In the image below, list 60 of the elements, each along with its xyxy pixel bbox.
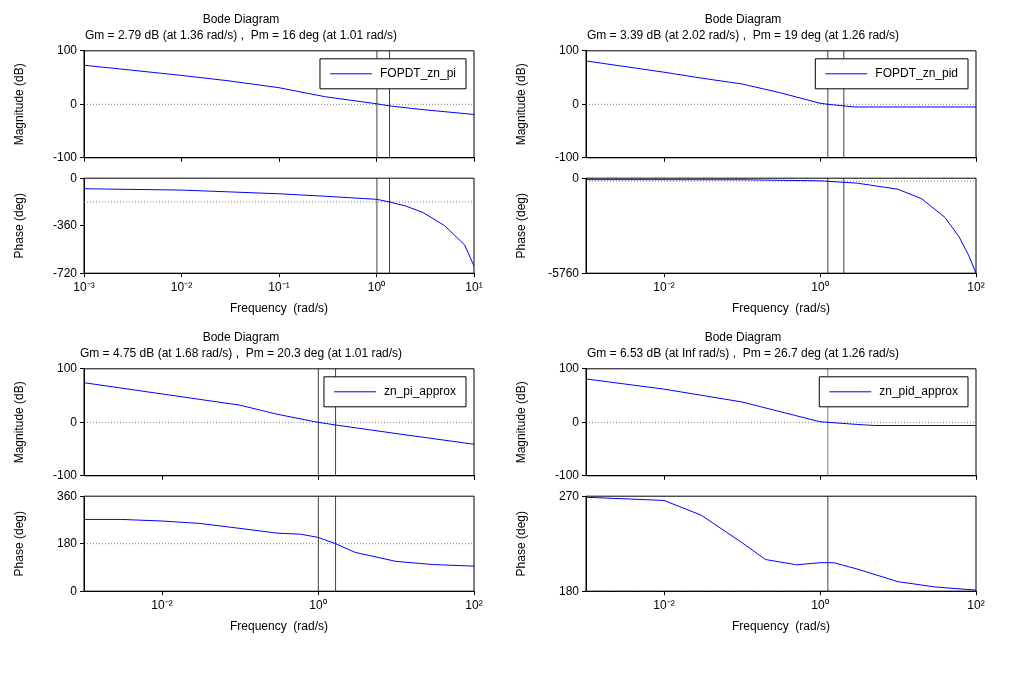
y-tick-label: -5760 (548, 265, 580, 280)
x-tick-label: 10⁰ (811, 597, 829, 612)
chart-subtitle: Gm = 4.75 dB (at 1.68 rad/s) , Pm = 20.3 deg (at 1.01 rad/s) (79, 345, 403, 360)
y-tick-label: -100 (52, 150, 78, 165)
y-axis-title: Phase (deg) (11, 511, 26, 577)
y-axis-title: Magnitude (dB) (513, 381, 528, 464)
y-axis-title: Phase (deg) (11, 193, 26, 259)
x-tick-label: 10⁻² (653, 279, 675, 294)
x-tick-label: 10² (465, 597, 483, 612)
chart-title: Bode Diagram (202, 329, 280, 344)
chart-title: Bode Diagram (704, 11, 782, 26)
y-tick-label: -100 (554, 468, 580, 483)
y-tick-label: 0 (572, 96, 580, 111)
y-tick-label: 180 (56, 536, 78, 551)
legend-label: zn_pid_approx (879, 384, 959, 399)
x-tick-label: 10⁻² (151, 597, 173, 612)
y-axis-title: Magnitude (dB) (11, 63, 26, 146)
x-tick-label: 10¹ (465, 279, 483, 294)
y-tick-label: -360 (52, 218, 78, 233)
x-axis-title: Frequency (rad/s) (731, 301, 831, 316)
chart-subtitle: Gm = 3.39 dB (at 2.02 rad/s) , Pm = 19 deg (at 1.26 rad/s) (586, 27, 900, 42)
chart-subtitle: Gm = 2.79 dB (at 1.36 rad/s) , Pm = 16 deg (at 1.01 rad/s) (84, 27, 398, 42)
y-axis-title: Magnitude (dB) (11, 381, 26, 464)
y-tick-label: 0 (70, 170, 78, 185)
x-tick-label: 10⁰ (309, 597, 327, 612)
y-tick-label: 100 (56, 361, 78, 376)
legend-label: FOPDT_zn_pi (379, 66, 457, 81)
x-tick-label: 10⁻² (170, 279, 193, 294)
x-axis-title: Frequency (rad/s) (731, 619, 831, 634)
chart-subtitle: Gm = 6.53 dB (at Inf rad/s) , Pm = 26.7 deg (at 1.26 rad/s) (586, 345, 900, 360)
x-tick-label: 10⁻¹ (268, 279, 290, 294)
x-tick-label: 10⁻² (653, 597, 675, 612)
chart-title: Bode Diagram (202, 11, 280, 26)
y-tick-label: -720 (52, 265, 78, 280)
y-tick-label: 0 (572, 170, 580, 185)
x-tick-label: 10² (967, 597, 985, 612)
y-tick-label: -100 (554, 150, 580, 165)
chart-title: Bode Diagram (704, 329, 782, 344)
legend-label: zn_pi_approx (383, 384, 457, 399)
legend-label: FOPDT_zn_pid (875, 66, 958, 81)
y-tick-label: 100 (56, 43, 78, 58)
y-tick-label: 0 (70, 96, 78, 111)
x-tick-label: 10⁰ (367, 279, 386, 294)
y-tick-label: 180 (558, 583, 580, 598)
y-tick-label: 100 (558, 43, 580, 58)
y-axis-title: Magnitude (dB) (513, 63, 528, 146)
x-tick-label: 10² (967, 279, 985, 294)
y-axis-title: Phase (deg) (513, 193, 528, 259)
y-tick-label: 0 (70, 583, 78, 598)
y-tick-label: 0 (70, 414, 78, 429)
y-axis-title: Phase (deg) (513, 511, 528, 577)
y-tick-label: 360 (56, 488, 78, 503)
x-tick-label: 10⁻³ (73, 279, 95, 294)
x-tick-label: 10⁰ (811, 279, 829, 294)
y-tick-label: 270 (558, 488, 580, 503)
y-tick-label: 0 (572, 414, 580, 429)
y-tick-label: 100 (558, 361, 580, 376)
x-axis-title: Frequency (rad/s) (229, 301, 329, 316)
y-tick-label: -100 (52, 468, 78, 483)
x-axis-title: Frequency (rad/s) (229, 619, 329, 634)
